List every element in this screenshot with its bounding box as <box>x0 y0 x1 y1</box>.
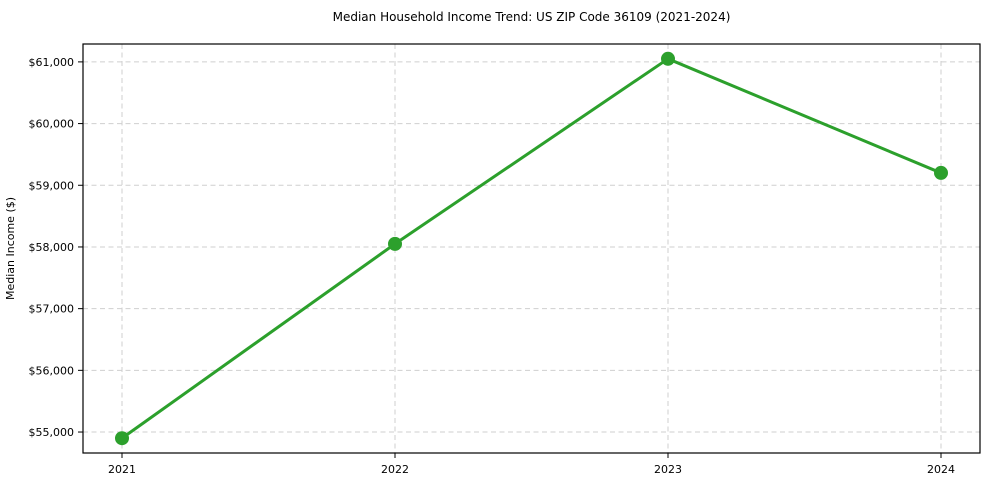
x-tick-label: 2024 <box>927 463 955 476</box>
gridlines <box>83 44 980 453</box>
data-point-2024 <box>934 165 948 180</box>
x-tick-label: 2022 <box>381 463 409 476</box>
axes <box>78 43 981 458</box>
data-point-2021 <box>115 431 129 446</box>
axis-labels: Median Household Income Trend: US ZIP Co… <box>4 10 955 476</box>
y-tick-label: $60,000 <box>29 118 75 131</box>
y-tick-label: $56,000 <box>29 364 75 377</box>
y-tick-label: $57,000 <box>29 303 75 316</box>
x-tick-label: 2023 <box>654 463 682 476</box>
chart-title: Median Household Income Trend: US ZIP Co… <box>333 10 731 24</box>
plot-border <box>82 43 981 454</box>
y-tick-label: $58,000 <box>29 241 75 254</box>
y-tick-label: $61,000 <box>29 56 75 69</box>
trend-line <box>120 57 943 440</box>
y-axis-label: Median Income ($) <box>4 197 17 300</box>
data-point-2022 <box>388 236 402 251</box>
x-tick-label: 2021 <box>108 463 136 476</box>
y-tick-label: $59,000 <box>29 179 75 192</box>
data-point-2023 <box>661 51 675 66</box>
line-series <box>115 51 948 446</box>
y-tick-label: $55,000 <box>29 426 75 439</box>
